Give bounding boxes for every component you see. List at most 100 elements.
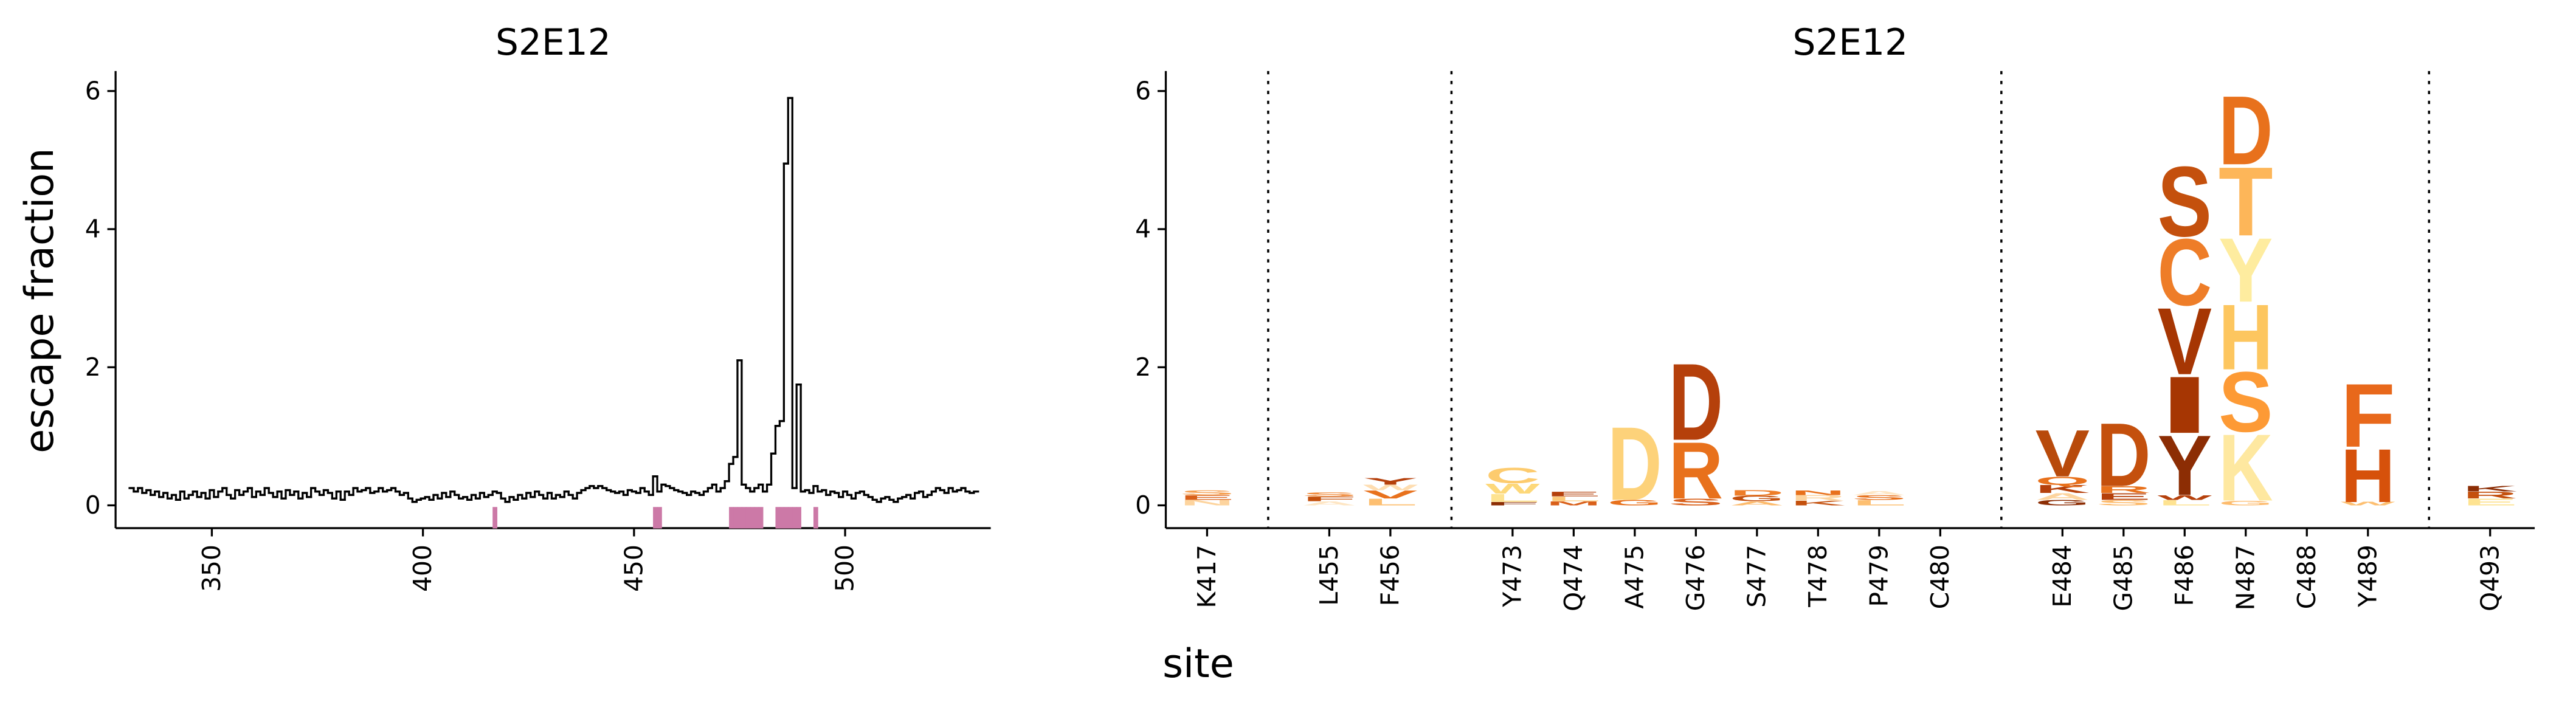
highlight-site bbox=[733, 507, 738, 529]
logo-letter: E bbox=[1547, 490, 1601, 498]
logo-letter: E bbox=[1180, 494, 1235, 501]
logo-letter: W bbox=[2341, 501, 2395, 506]
x-tick-label: E484 bbox=[2048, 545, 2077, 608]
highlight-site bbox=[657, 507, 662, 529]
highlight-site bbox=[653, 507, 658, 529]
logo-letter: D bbox=[1669, 340, 1724, 463]
x-tick-label: G476 bbox=[1681, 545, 1710, 611]
logo-letter: A bbox=[2036, 491, 2090, 502]
y-tick-label: 6 bbox=[85, 76, 101, 105]
logo-letter: K bbox=[2463, 484, 2518, 493]
logo-letter: L bbox=[1363, 497, 1418, 508]
logo-letter: A bbox=[1730, 500, 1784, 507]
highlight-site bbox=[796, 507, 801, 529]
y-tick-label: 2 bbox=[1135, 353, 1151, 382]
logo-letter: V bbox=[2157, 288, 2212, 394]
logo-letter: S bbox=[1180, 489, 1235, 496]
x-tick-label: C488 bbox=[2292, 545, 2321, 609]
highlight-site bbox=[792, 507, 798, 529]
logo-letter: H bbox=[2341, 433, 2395, 518]
highlight-site bbox=[758, 507, 764, 529]
logo-letter: Y bbox=[2157, 418, 2212, 514]
x-tick-label: Q474 bbox=[1559, 545, 1588, 611]
x-tick-label: 400 bbox=[408, 545, 437, 592]
logo-letter: D bbox=[1730, 489, 1784, 497]
logo-letter: L bbox=[1852, 498, 1907, 507]
x-tick-label: K417 bbox=[1192, 545, 1221, 608]
logo-letter: R bbox=[1669, 425, 1724, 516]
y-tick-label: 6 bbox=[1135, 76, 1151, 105]
highlight-site bbox=[784, 507, 789, 529]
logo-letter: Y bbox=[1363, 476, 1418, 487]
logo-letter: G bbox=[2219, 500, 2273, 507]
logo-letter: M bbox=[1547, 500, 1601, 507]
x-tick-label: L455 bbox=[1314, 545, 1344, 605]
logo-letter: T bbox=[2219, 147, 2273, 256]
logo-letter: E bbox=[2463, 497, 2518, 508]
highlight-site bbox=[750, 507, 755, 529]
x-tick-label: 500 bbox=[830, 545, 860, 592]
logo-letter: R bbox=[1791, 494, 1846, 502]
logo-letter: A bbox=[1852, 490, 1907, 497]
logo-letter: L bbox=[1485, 492, 1540, 504]
logo-letter: S bbox=[1302, 491, 1357, 498]
logo-letter: L bbox=[1547, 495, 1601, 503]
highlight-site bbox=[737, 507, 742, 529]
logo-letter: K bbox=[2219, 414, 2273, 520]
logo-letter: G bbox=[2036, 498, 2090, 507]
logo-letter: S bbox=[2096, 498, 2151, 507]
logo-letter: S bbox=[1852, 494, 1907, 501]
logo-letter: G bbox=[1730, 494, 1784, 503]
x-tick-label: F486 bbox=[2170, 545, 2199, 606]
logo-letter: E bbox=[2096, 491, 2151, 502]
highlight-site bbox=[788, 507, 793, 529]
x-tick-label: C480 bbox=[1925, 545, 1955, 609]
logo-letter: N bbox=[1791, 489, 1846, 496]
logo-letter: F bbox=[1485, 501, 1540, 506]
logo-letter: S bbox=[2219, 354, 2273, 450]
logo-letter: K bbox=[2036, 483, 2090, 495]
y-axis-label: escape fraction bbox=[16, 148, 63, 453]
highlight-site bbox=[775, 507, 781, 529]
logo-letter: V bbox=[2036, 416, 2090, 490]
highlight-site bbox=[492, 507, 497, 529]
x-tick-label: Y473 bbox=[1497, 545, 1527, 608]
logo-letter: V bbox=[1363, 488, 1418, 501]
logo-letter: R bbox=[2096, 484, 2151, 495]
x-tick-label: Y489 bbox=[2353, 545, 2382, 608]
highlight-site bbox=[729, 507, 734, 529]
x-tick-label: Q493 bbox=[2475, 545, 2504, 611]
x-tick-label: A475 bbox=[1620, 545, 1649, 609]
y-tick-label: 0 bbox=[1135, 490, 1151, 520]
chart-title: S2E12 bbox=[1792, 22, 1908, 64]
highlight-site bbox=[754, 507, 759, 529]
logo-letter: C bbox=[2157, 219, 2212, 325]
x-tick-label: F456 bbox=[1375, 545, 1404, 606]
logo-letter: H bbox=[2219, 284, 2273, 389]
logo-letter: A bbox=[1302, 500, 1357, 507]
logo-letter: Y bbox=[2219, 219, 2273, 322]
logo-letter: F bbox=[2341, 365, 2395, 466]
chart-title: S2E12 bbox=[496, 22, 611, 64]
logo-letter: D bbox=[2096, 405, 2151, 506]
logo-letter: W bbox=[2157, 494, 2212, 501]
logo-letter: D bbox=[2219, 76, 2273, 185]
logo-letter: R bbox=[2463, 490, 2518, 501]
x-tick-label: T478 bbox=[1803, 545, 1832, 608]
y-tick-label: 0 bbox=[85, 490, 101, 520]
logo-letter: Q bbox=[2036, 474, 2090, 487]
logo-letter: W bbox=[1363, 483, 1418, 492]
x-tick-label: N487 bbox=[2231, 545, 2260, 610]
step-risers bbox=[129, 97, 975, 503]
logo-letter: S bbox=[2157, 146, 2212, 258]
logo-letter: K bbox=[1791, 500, 1846, 507]
y-tick-label: 4 bbox=[1135, 215, 1151, 244]
y-tick-label: 2 bbox=[85, 353, 101, 382]
x-tick-label: G485 bbox=[2108, 545, 2138, 611]
logo-letter: G bbox=[1607, 498, 1662, 507]
logo-letter: S bbox=[1669, 497, 1724, 508]
logo-letter: L bbox=[2157, 498, 2212, 507]
highlight-site bbox=[813, 507, 818, 529]
